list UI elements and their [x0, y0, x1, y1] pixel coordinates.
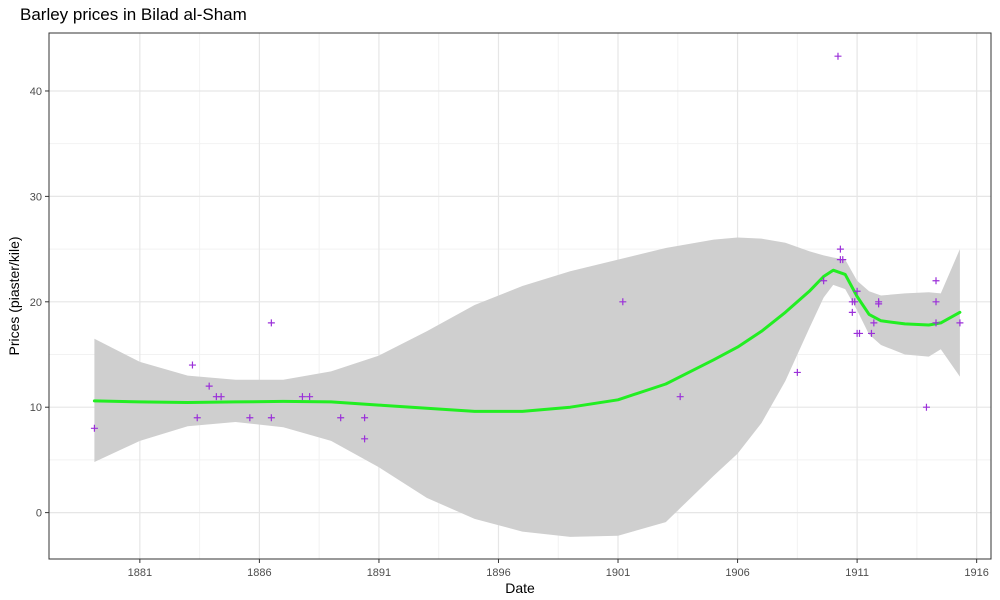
y-tick-label: 20 [30, 297, 42, 309]
data-point [193, 414, 201, 422]
panel-border [48, 32, 992, 560]
data-point [867, 329, 875, 337]
x-tick-label: 1886 [247, 567, 271, 579]
y-axis-title: Prices (piaster/kile) [6, 236, 22, 355]
x-tick-label: 1916 [964, 567, 988, 579]
data-point [217, 393, 225, 401]
data-point [298, 393, 306, 401]
x-axis: 1881 1886 1891 1896 1901 1906 1911 1916 [128, 559, 989, 579]
data-point [619, 298, 627, 306]
data-point [246, 414, 254, 422]
data-point [267, 414, 275, 422]
smooth-line-layer [92, 268, 962, 413]
data-point [932, 277, 940, 285]
data-point [676, 393, 684, 401]
data-point [306, 393, 314, 401]
y-tick-label: 0 [36, 508, 42, 520]
data-point [856, 329, 864, 337]
data-point [820, 277, 828, 285]
data-point [851, 298, 859, 306]
y-tick-label: 30 [30, 191, 42, 203]
x-tick-label: 1906 [725, 567, 749, 579]
y-axis: 0 10 20 30 40 [30, 86, 49, 520]
x-tick-label: 1891 [367, 567, 391, 579]
data-point [836, 245, 844, 253]
data-point [834, 52, 842, 60]
data-point [337, 414, 345, 422]
data-point [90, 424, 98, 432]
y-tick-label: 10 [30, 402, 42, 414]
data-point [361, 414, 369, 422]
data-point [205, 382, 213, 390]
data-point [875, 300, 883, 308]
chart-title: Barley prices in Bilad al-Sham [20, 5, 247, 24]
data-point [793, 368, 801, 376]
data-point [267, 319, 275, 327]
x-axis-title: Date [505, 580, 535, 596]
data-point [853, 287, 861, 295]
data-point [956, 319, 964, 327]
data-point [188, 361, 196, 369]
data-point [870, 319, 878, 327]
data-point [932, 319, 940, 327]
y-tick-label: 40 [30, 86, 42, 98]
data-point [922, 403, 930, 411]
data-point [361, 435, 369, 443]
x-tick-label: 1901 [606, 567, 630, 579]
smooth-line [92, 268, 962, 413]
data-point [848, 308, 856, 316]
x-tick-label: 1911 [845, 567, 869, 579]
confidence-band [94, 237, 960, 537]
points-layer [90, 52, 964, 443]
x-tick-label: 1896 [486, 567, 510, 579]
data-point [839, 256, 847, 264]
x-tick-label: 1881 [128, 567, 152, 579]
data-point [932, 298, 940, 306]
confidence-band-layer [94, 237, 960, 537]
